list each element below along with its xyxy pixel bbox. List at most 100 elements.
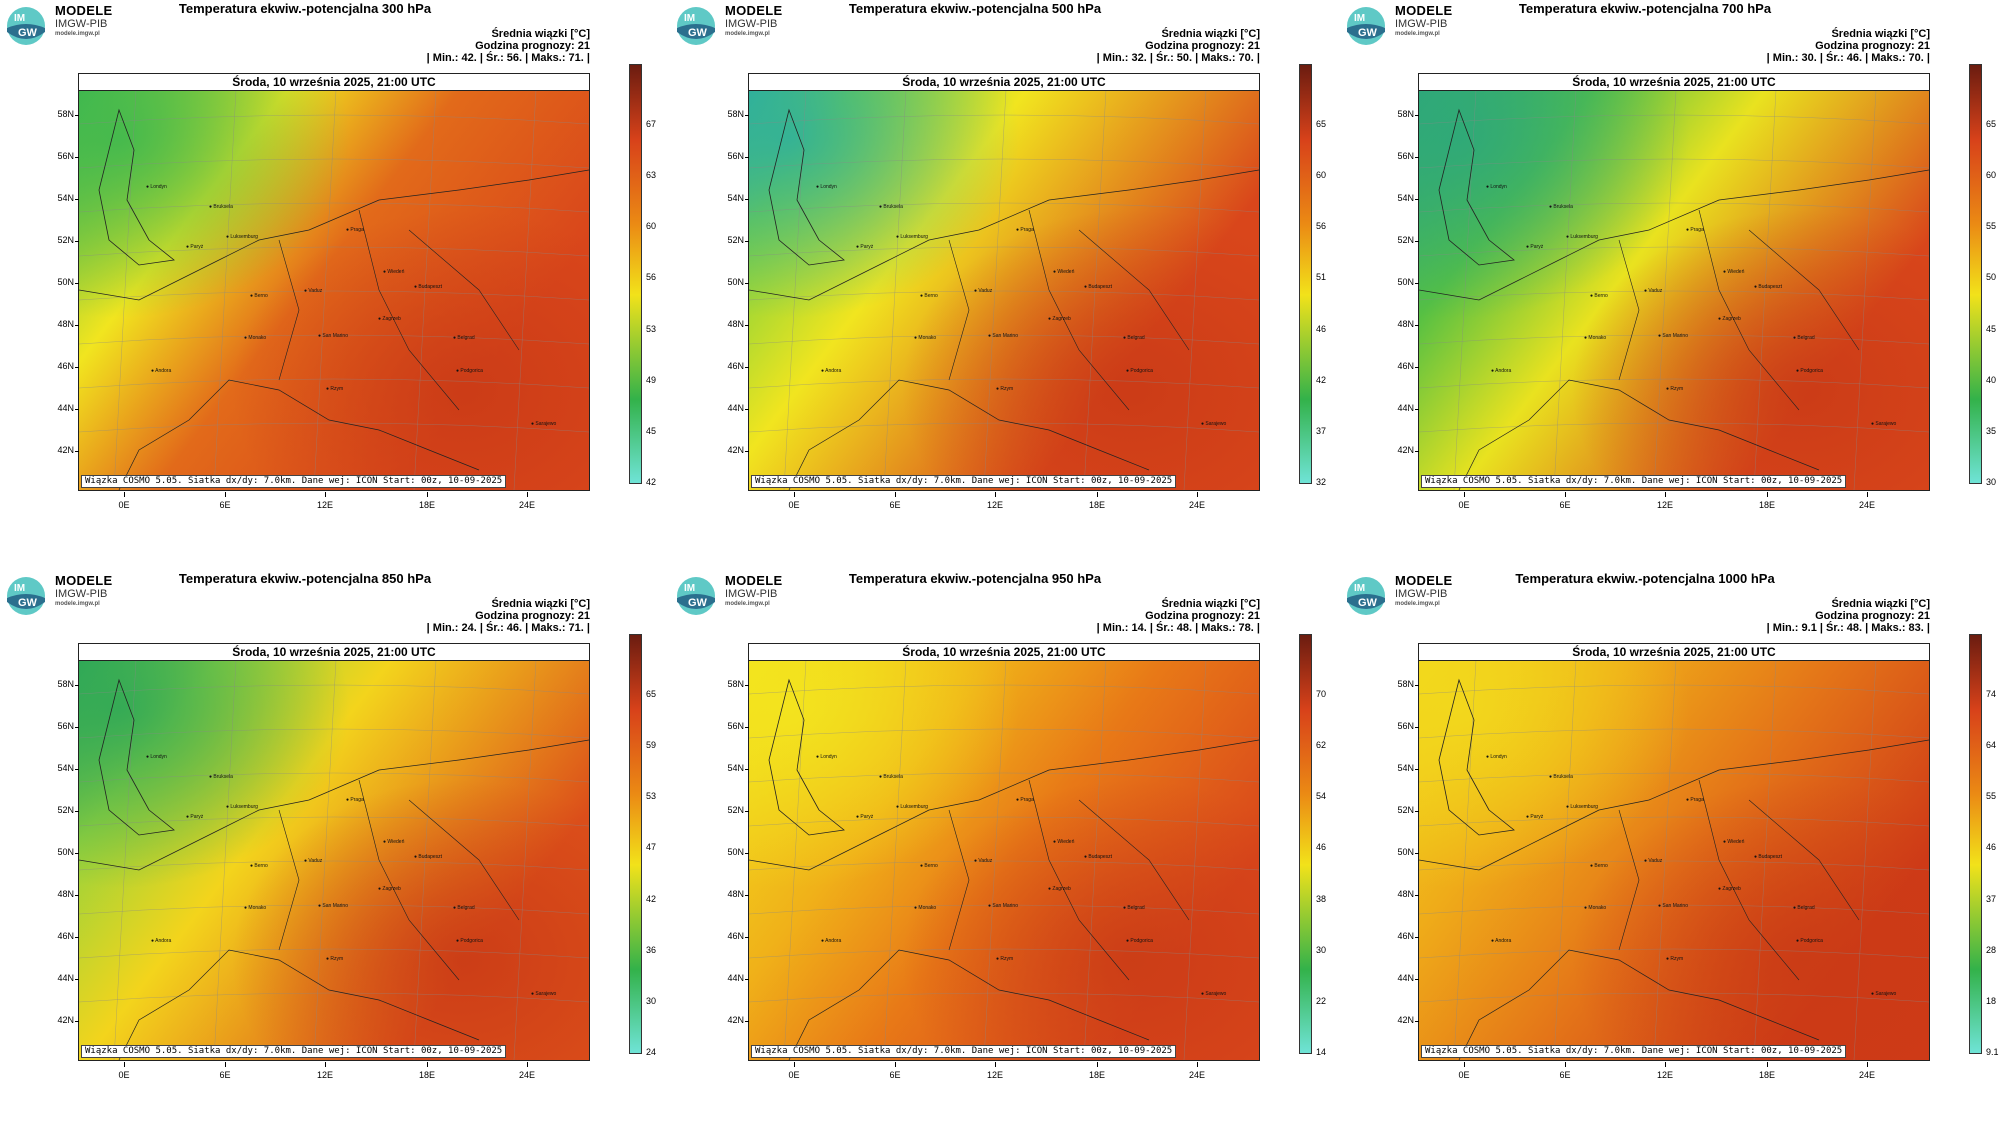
map-panel: IM GW MODELE IMGW-PIB modele.imgw.pl Temperat… <box>1340 570 2000 1138</box>
lat-tick <box>75 1021 79 1022</box>
color-bar <box>1299 634 1312 1054</box>
lat-label: 48N <box>727 319 744 329</box>
lon-label: 0E <box>788 500 800 510</box>
lat-label: 58N <box>727 109 744 119</box>
lon-tick <box>1097 492 1098 497</box>
color-bar-label: 42 <box>1316 375 1327 385</box>
city-label: ● Luksemburg <box>896 234 928 240</box>
logo-mark-top: IM <box>14 583 26 594</box>
color-bar-label: 9.1 <box>1986 1047 1999 1057</box>
color-bar-label: 60 <box>1986 170 1997 180</box>
lon-tick <box>995 1062 996 1067</box>
lat-label: 56N <box>727 151 744 161</box>
color-bar <box>629 634 642 1054</box>
lat-tick <box>745 853 749 854</box>
lat-tick <box>1415 325 1419 326</box>
color-bar-label: 32 <box>1316 477 1327 487</box>
stats-mean-label: Średnia wiązki [°C] <box>491 598 590 610</box>
logo-title: MODELE <box>55 3 113 18</box>
city-label: ● Berno <box>250 863 268 869</box>
color-bar-label: 14 <box>1316 1047 1327 1057</box>
lat-tick <box>745 283 749 284</box>
lat-label: 52N <box>57 235 74 245</box>
city-label: ● Monako <box>914 905 937 911</box>
color-bar-label: 37 <box>1986 894 1997 904</box>
lon-tick <box>794 1062 795 1067</box>
lat-label: 48N <box>57 889 74 899</box>
lat-label: 56N <box>727 721 744 731</box>
date-line: Środa, 10 września 2025, 21:00 UTC <box>749 644 1259 661</box>
lat-label: 44N <box>57 973 74 983</box>
color-bar-label: 63 <box>646 170 657 180</box>
imgw-logo: IM GW <box>6 576 46 616</box>
map-panel: IM GW MODELE IMGW-PIB modele.imgw.pl Temperat… <box>670 0 1336 568</box>
color-bar-label: 56 <box>646 272 657 282</box>
lat-tick <box>75 685 79 686</box>
lat-tick <box>745 1021 749 1022</box>
city-label: ● San Marino <box>318 903 348 909</box>
city-label: ● Luksemburg <box>1566 804 1598 810</box>
logo-mark-top: IM <box>1354 13 1366 24</box>
lat-tick <box>745 199 749 200</box>
map-panel: IM GW MODELE IMGW-PIB modele.imgw.pl Temperat… <box>0 0 666 568</box>
city-label: ● Paryż <box>1526 244 1544 250</box>
city-label: ● Vaduz <box>1644 858 1663 864</box>
logo-subtitle: IMGW-PIB <box>55 18 108 30</box>
lon-label: 0E <box>118 1070 130 1080</box>
color-bar-label: 54 <box>1316 791 1327 801</box>
lat-label: 58N <box>57 109 74 119</box>
color-bar-label: 30 <box>1986 477 1997 487</box>
city-label: ● Belgrad <box>453 905 475 911</box>
lat-label: 44N <box>57 403 74 413</box>
city-label: ● Londyn <box>1486 754 1507 760</box>
panel-title: Temperatura ekwiw.-potencjalna 500 hPa <box>848 1 1102 16</box>
lat-tick <box>1415 811 1419 812</box>
lat-label: 54N <box>57 763 74 773</box>
logo-mark-bottom: GW <box>1358 597 1377 609</box>
city-label: ● Budapeszt <box>414 854 443 860</box>
city-label: ● Paryż <box>856 244 874 250</box>
lat-label: 46N <box>1397 931 1414 941</box>
lon-label: 6E <box>1559 500 1571 510</box>
map-area: Środa, 10 września 2025, 21:00 UTC ● Lond… <box>748 643 1260 1061</box>
city-label: ● Podgorica <box>1126 368 1153 374</box>
city-label: ● Budapeszt <box>1084 284 1113 290</box>
city-label: ● Paryż <box>1526 814 1544 820</box>
lat-label: 50N <box>727 277 744 287</box>
color-bar-label: 55 <box>1986 791 1997 801</box>
logo-title: MODELE <box>55 573 113 588</box>
lat-tick <box>75 325 79 326</box>
lat-tick <box>75 937 79 938</box>
map-footer: Wiązka COSMO 5.05. Siatka dx/dy: 7.0km. … <box>81 1045 507 1058</box>
color-bar-label: 18 <box>1986 996 1997 1006</box>
stats-block: Średnia wiązki [°C] Godzina prognozy: 21 |… <box>427 28 590 64</box>
lat-label: 56N <box>57 721 74 731</box>
lon-tick <box>995 492 996 497</box>
stats-mean-label: Średnia wiązki [°C] <box>1161 28 1260 40</box>
map-area: Środa, 10 września 2025, 21:00 UTC ● Lond… <box>1418 73 1930 491</box>
lon-tick <box>1767 1062 1768 1067</box>
logo-title: MODELE <box>1395 573 1453 588</box>
logo-text: MODELE IMGW-PIB modele.imgw.pl <box>55 574 112 608</box>
lat-tick <box>75 115 79 116</box>
lon-tick <box>124 1062 125 1067</box>
city-label: ● San Marino <box>988 333 1018 339</box>
lon-label: 24E <box>1188 500 1205 510</box>
color-bar <box>1969 64 1982 484</box>
lat-tick <box>745 241 749 242</box>
lat-label: 56N <box>57 151 74 161</box>
lat-label: 42N <box>1397 445 1414 455</box>
lat-label: 42N <box>57 445 74 455</box>
map-footer: Wiązka COSMO 5.05. Siatka dx/dy: 7.0km. … <box>1421 475 1847 488</box>
logo-url: modele.imgw.pl <box>1395 31 1440 37</box>
lon-label: 24E <box>518 500 535 510</box>
color-bar-label: 65 <box>646 689 657 699</box>
lat-tick <box>1415 895 1419 896</box>
lon-label: 12E <box>316 500 333 510</box>
city-label: ● Andora <box>1491 938 1512 944</box>
imgw-logo: IM GW <box>1346 576 1386 616</box>
city-label: ● Sarajewo <box>1201 991 1227 997</box>
logo-url: modele.imgw.pl <box>55 31 100 37</box>
stats-block: Średnia wiązki [°C] Godzina prognozy: 21 |… <box>1767 28 1930 64</box>
city-label: ● Praga <box>1016 227 1034 233</box>
